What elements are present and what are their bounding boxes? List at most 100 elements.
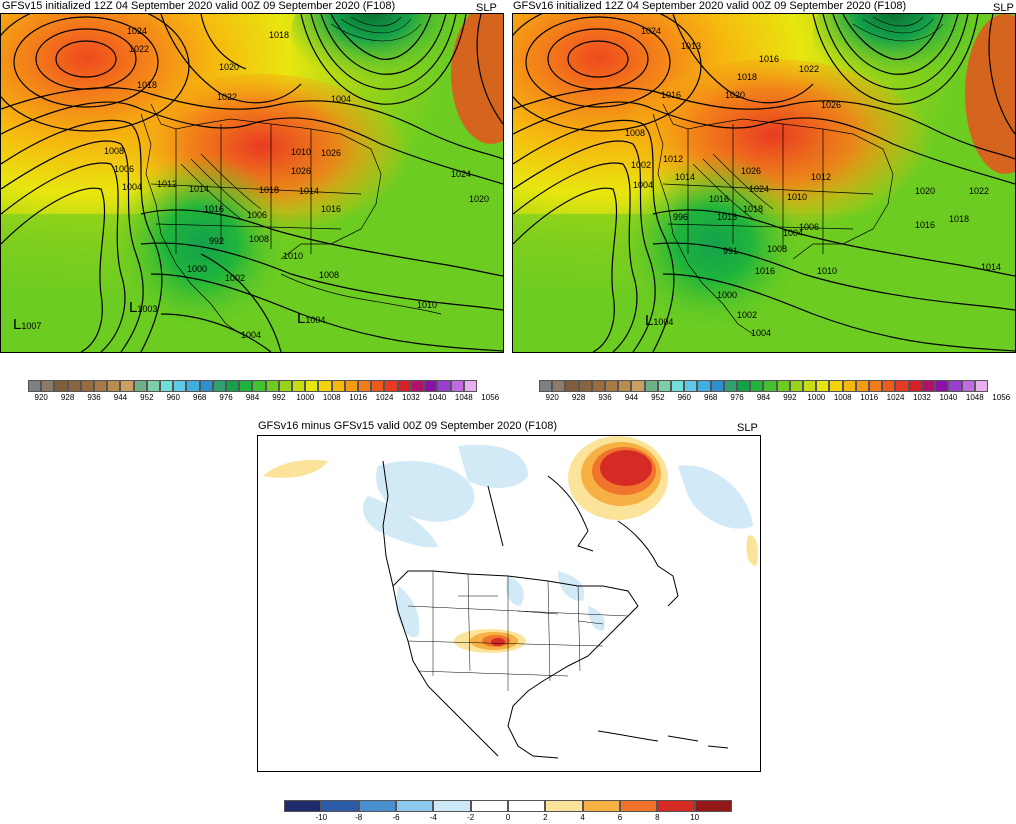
- colorbar-swatch: [545, 800, 583, 812]
- colorbar-swatch: [644, 380, 658, 392]
- colorbar-swatch: [908, 380, 922, 392]
- colorbar-swatch: [450, 380, 464, 392]
- colorbar-swatch: [578, 380, 592, 392]
- panel-gfsv16: GFSv16 initialized 12Z 04 September 2020…: [511, 0, 1016, 360]
- slp-map-gfsv16: L1004 1013 1024 1016 1018 1022 1020 1026…: [512, 13, 1016, 353]
- colorbar-swatch: [321, 800, 359, 812]
- isobar-label: 1018: [743, 204, 764, 214]
- colorbar-tick-label: 6: [617, 813, 623, 822]
- colorbar-swatches: [28, 380, 477, 392]
- isobar-label: 1016: [915, 220, 936, 230]
- isobar-label: 1010: [787, 192, 808, 202]
- colorbar-tick-label: 976: [219, 393, 233, 402]
- colorbar-tick-label: -8: [355, 813, 363, 822]
- colorbar-tick-label: 992: [783, 393, 797, 402]
- colorbar-slp-right: 920 928 936 944 952 960 968 976 984 992 1000 1008 10…: [539, 380, 1010, 404]
- isobar-label: 1002: [225, 273, 246, 283]
- isobar-label: 1016: [661, 90, 682, 100]
- colorbar-swatch: [94, 380, 108, 392]
- isobar-label: 1018: [137, 80, 158, 90]
- colorbar-tick-label: 1048: [454, 393, 473, 402]
- colorbar-tick-label: 968: [703, 393, 718, 402]
- colorbar-swatch: [265, 380, 279, 392]
- colorbar-swatch: [384, 380, 398, 392]
- isobar-label: 1010: [417, 300, 438, 310]
- colorbar-tick-label: 920: [545, 393, 559, 402]
- colorbar-labels: -10 -8 -6 -4 -2 0 2 4 6 8 10: [284, 812, 732, 824]
- isobar-label: 1022: [129, 44, 150, 54]
- isobar-label: 1024: [451, 169, 472, 179]
- colorbar-swatch: [882, 380, 896, 392]
- colorbar-tick-label: 8: [655, 813, 660, 822]
- colorbar-slp-left: 920 928 936 944 952 960 968 976 984 992 1000 1008 10…: [28, 380, 500, 404]
- isobar-label: 1018: [737, 72, 758, 82]
- colorbar-swatch: [507, 800, 546, 812]
- colorbar-swatch: [591, 380, 606, 392]
- colorbar-swatch: [829, 380, 843, 392]
- colorbar-swatch: [292, 380, 306, 392]
- isobar-label: 1004: [122, 182, 143, 192]
- low-marker: L1003: [129, 299, 158, 316]
- isobar-label: 1018: [259, 185, 280, 195]
- colorbar-swatch: [582, 800, 620, 812]
- colorbar-swatch: [358, 380, 372, 392]
- colorbar-tick-label: 1016: [349, 393, 368, 402]
- colorbar-swatch: [226, 380, 240, 392]
- isobar-label: 1024: [127, 26, 148, 36]
- low-marker: L1004: [645, 312, 674, 329]
- colorbar-swatch: [723, 380, 738, 392]
- colorbar-swatch: [358, 800, 396, 812]
- isobar-label: 1016: [759, 54, 780, 64]
- colorbar-tick-label: 968: [192, 393, 207, 402]
- colorbar-tick-label: -4: [429, 813, 437, 822]
- slp-difference-map: [257, 435, 761, 772]
- colorbar-tick-label: 992: [272, 393, 286, 402]
- colorbar-swatch: [789, 380, 804, 392]
- isobar-label: 1006: [799, 222, 820, 232]
- colorbar-swatch: [710, 380, 724, 392]
- panel-difference: GFSv16 minus GFSv15 valid 00Z 09 Septemb…: [256, 420, 761, 775]
- difference-field: [263, 436, 758, 759]
- colorbar-labels: 920 928 936 944 952 960 968 976 984 992 1000 1008 10…: [28, 392, 500, 404]
- isobar-label: 996: [673, 212, 689, 222]
- colorbar-swatch: [737, 380, 751, 392]
- isobar-label: 1016: [717, 212, 738, 222]
- variable-label: SLP: [993, 2, 1014, 14]
- colorbar-tick-label: 936: [87, 393, 101, 402]
- isobar-label: 1010: [291, 147, 312, 157]
- isobar-label: 1000: [717, 290, 738, 300]
- colorbar-swatch: [133, 380, 147, 392]
- colorbar-tick-label: 1008: [833, 393, 852, 402]
- colorbar-tick-label: 2: [543, 813, 548, 822]
- colorbar-swatch: [395, 800, 434, 812]
- isobar-label: 1008: [249, 234, 270, 244]
- isobar-label: 1014: [299, 186, 320, 196]
- colorbar-swatch: [397, 380, 411, 392]
- colorbar-swatch: [318, 380, 332, 392]
- colorbar-swatch: [305, 380, 319, 392]
- colorbar-swatch: [895, 380, 909, 392]
- colorbar-swatch: [463, 380, 477, 392]
- colorbar-swatch: [697, 380, 711, 392]
- isobar-label: 1026: [821, 100, 842, 110]
- colorbar-swatch: [67, 380, 81, 392]
- colorbar-tick-label: 952: [651, 393, 665, 402]
- isobar-label: 1026: [321, 148, 342, 158]
- colorbar-swatch: [278, 380, 293, 392]
- colorbar-tick-label: 10: [690, 813, 700, 822]
- slp-map-gfsv15: L1007 L1003 L1004 1024 1022 1018 1020 10…: [0, 13, 504, 353]
- colorbar-tick-label: -2: [467, 813, 475, 822]
- isobar-label: 1024: [641, 26, 662, 36]
- colorbar-tick-label: 984: [756, 393, 771, 402]
- isobar-label: 1013: [681, 41, 702, 51]
- colorbar-swatch: [173, 380, 187, 392]
- colorbar-swatch: [80, 380, 95, 392]
- colorbar-tick-label: 960: [677, 393, 691, 402]
- isobar-label: 1018: [949, 214, 970, 224]
- colorbar-swatch: [120, 380, 134, 392]
- colorbar-swatch: [974, 380, 988, 392]
- colorbar-swatch: [694, 800, 732, 812]
- colorbar-swatch: [763, 380, 777, 392]
- isobar-label: 1020: [219, 62, 240, 72]
- colorbar-swatch: [619, 800, 658, 812]
